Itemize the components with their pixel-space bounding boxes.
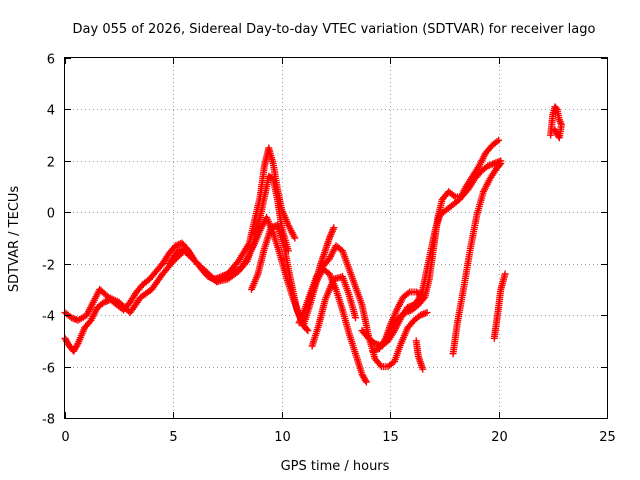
series-track-l	[449, 159, 505, 358]
series-track-j	[382, 288, 425, 342]
y-tick-label: 0	[47, 207, 55, 222]
x-tick-label: 0	[61, 430, 69, 445]
data-point	[495, 136, 503, 144]
series-track-n	[547, 103, 565, 142]
series-track-f	[304, 224, 338, 309]
y-axis-ticks: -8 -6 -4 -2 0 2 4 6	[42, 53, 607, 428]
x-tick-label: 25	[599, 430, 616, 445]
data-point-fill	[303, 325, 311, 333]
x-axis-label: GPS time / hours	[281, 459, 390, 474]
data-point-fill	[493, 138, 501, 146]
data-point	[304, 327, 312, 335]
chart-title: Day 055 of 2026, Sidereal Day-to-day VTE…	[73, 22, 596, 37]
data-point-fill	[376, 361, 384, 369]
data-point	[497, 159, 505, 167]
data-point-fill	[404, 289, 412, 297]
data-point-fill	[450, 192, 458, 200]
y-tick-label: -6	[42, 362, 55, 377]
data-point	[419, 365, 427, 373]
data-point-fill	[420, 295, 428, 303]
x-tick-label: 15	[382, 430, 399, 445]
data-point	[352, 314, 360, 322]
y-tick-label: 2	[47, 156, 55, 171]
grid-lines	[65, 58, 607, 418]
series-track-g	[308, 273, 360, 350]
data-point-fill	[552, 128, 560, 136]
data-point	[291, 234, 299, 242]
data-point	[330, 224, 338, 232]
data-points	[61, 103, 565, 386]
y-tick-label: 6	[47, 53, 55, 68]
x-tick-label: 10	[274, 430, 291, 445]
data-point	[417, 291, 425, 299]
y-tick-label: -8	[42, 413, 55, 428]
y-tick-label: -4	[42, 310, 55, 325]
y-axis-label: SDTVAR / TECUs	[7, 186, 22, 293]
series-track-m	[490, 270, 509, 342]
x-tick-label: 5	[169, 430, 177, 445]
data-point-fill	[552, 104, 560, 112]
series-track-k	[412, 337, 427, 373]
data-point	[551, 126, 559, 134]
plot-frame	[64, 57, 608, 419]
data-point-fill	[415, 290, 423, 298]
data-point-fill	[361, 376, 369, 384]
data-point-fill	[556, 117, 564, 125]
y-tick-label: -2	[42, 259, 55, 274]
x-tick-label: 20	[491, 430, 508, 445]
data-point	[501, 270, 509, 278]
data-point	[362, 378, 370, 386]
y-tick-label: 4	[47, 104, 55, 119]
data-point-fill	[496, 161, 504, 169]
data-point	[423, 309, 431, 317]
series-track-b	[61, 144, 299, 324]
